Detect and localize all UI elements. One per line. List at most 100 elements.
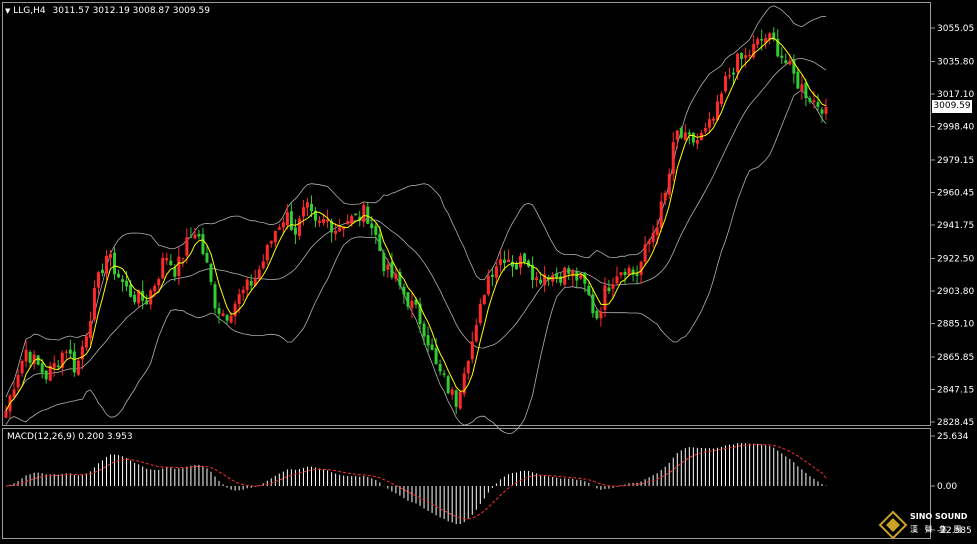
candle-body xyxy=(330,221,334,233)
candle-body xyxy=(426,335,430,346)
candle-body xyxy=(695,139,699,144)
candle-body xyxy=(48,365,52,381)
candle-body xyxy=(189,236,193,238)
candle-body xyxy=(824,107,828,114)
candle-body xyxy=(724,76,728,92)
candle-body xyxy=(788,60,792,65)
candle-body xyxy=(145,300,149,305)
candle-body xyxy=(719,93,723,104)
candle-body xyxy=(732,72,736,75)
candle-body xyxy=(728,75,732,77)
candle-body xyxy=(470,341,474,360)
candle-body xyxy=(177,256,181,276)
candle-body xyxy=(153,285,157,292)
candle-body xyxy=(667,173,671,195)
candle-body xyxy=(438,364,442,372)
candle-body xyxy=(462,373,466,394)
candle-body xyxy=(374,225,378,235)
price-tick-label: 2960.45 xyxy=(937,188,974,198)
candle-body xyxy=(519,255,523,268)
candlesticks xyxy=(4,27,828,419)
candle-body xyxy=(647,240,651,244)
candle-body xyxy=(165,258,169,261)
candle-body xyxy=(434,348,438,364)
candle-body xyxy=(760,39,764,41)
candle-body xyxy=(474,325,478,342)
ma-line xyxy=(5,37,827,412)
candle-body xyxy=(555,273,559,278)
candle-body xyxy=(213,284,217,309)
candle-body xyxy=(169,260,173,266)
candle-body xyxy=(691,133,695,143)
logo-brand: SINO SOUND xyxy=(910,512,968,521)
macd-tick-label: 0.00 xyxy=(937,482,957,492)
candle-body xyxy=(24,349,28,362)
candle-body xyxy=(20,360,24,374)
price-tick-label: 2922.50 xyxy=(937,254,974,264)
candle-body xyxy=(531,264,535,280)
candle-body xyxy=(237,294,241,305)
candle-body xyxy=(358,216,362,221)
candle-body xyxy=(273,230,277,243)
candle-body xyxy=(121,279,125,283)
price-tick-label: 2903.80 xyxy=(937,287,974,297)
candle-body xyxy=(567,268,571,274)
candle-body xyxy=(4,410,8,418)
candle-body xyxy=(442,373,446,375)
candle-body xyxy=(104,255,108,274)
candle-body xyxy=(639,261,643,275)
candle-body xyxy=(36,355,40,365)
price-tick-label: 3035.80 xyxy=(937,57,974,67)
candle-body xyxy=(571,270,575,277)
price-tick-label: 2885.10 xyxy=(937,320,974,330)
candle-body xyxy=(297,218,301,236)
candle-body xyxy=(362,204,366,223)
candle-body xyxy=(44,370,48,380)
candle-body xyxy=(748,55,752,57)
candle-body xyxy=(293,227,297,235)
candle-body xyxy=(607,287,611,292)
candle-body xyxy=(740,52,744,59)
candle-body xyxy=(125,280,129,287)
candle-body xyxy=(129,284,133,297)
candle-body xyxy=(679,127,683,138)
candle-body xyxy=(454,390,458,407)
candle-body xyxy=(265,244,269,261)
candle-body xyxy=(418,303,422,324)
candle-body xyxy=(615,276,619,284)
candle-body xyxy=(611,284,615,289)
candle-body xyxy=(579,275,583,279)
candle-body xyxy=(643,244,647,262)
candle-body xyxy=(406,292,410,307)
candle-body xyxy=(494,266,498,278)
macd-histogram xyxy=(9,443,827,525)
price-tick-label: 2998.40 xyxy=(937,123,974,133)
bollinger-lower xyxy=(5,89,827,435)
candle-body xyxy=(683,132,687,141)
candle-body xyxy=(498,259,502,265)
candle-body xyxy=(514,264,518,270)
dropdown-triangle-icon[interactable]: ▼ xyxy=(5,7,11,15)
candle-body xyxy=(40,363,44,373)
candle-body xyxy=(221,313,225,316)
candle-body xyxy=(84,336,88,348)
candle-body xyxy=(117,273,121,278)
candle-body xyxy=(209,263,213,282)
price-axis: 3055.05 3035.80 3017.10 2998.40 2979.15 2960.… xyxy=(931,24,974,428)
candle-body xyxy=(784,60,788,64)
candle-body xyxy=(402,286,406,295)
candle-body xyxy=(591,294,595,314)
candle-body xyxy=(603,285,607,310)
candle-body xyxy=(137,290,141,304)
candle-body xyxy=(458,391,462,409)
logo-sub: 漢 聲 集 團 xyxy=(910,525,964,534)
candle-body xyxy=(161,257,165,279)
candle-body xyxy=(217,308,221,314)
candle-body xyxy=(193,234,197,239)
candle-body xyxy=(768,33,772,40)
candle-body xyxy=(346,221,350,225)
ohlc-values: 3011.57 3012.19 3008.87 3009.59 xyxy=(52,6,210,16)
candle-body xyxy=(382,252,386,272)
candle-body xyxy=(816,102,820,107)
candle-body xyxy=(245,279,249,290)
